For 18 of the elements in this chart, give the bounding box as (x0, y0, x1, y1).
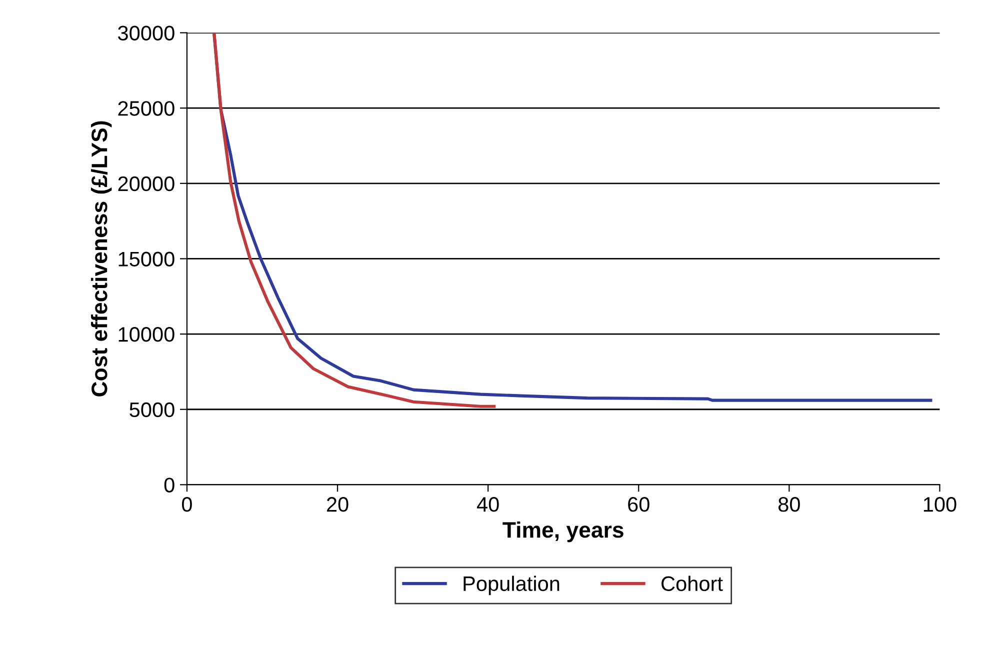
y-tick-label: 25000 (118, 101, 174, 116)
line-series (212, 32, 496, 408)
y-axis-title: Cost effectiveness (£/LYS) (90, 121, 112, 396)
x-tick-label: 40 (476, 497, 499, 512)
legend-label: Cohort (662, 576, 723, 592)
y-tick-label: 10000 (118, 327, 174, 342)
y-tick-label: 20000 (118, 176, 174, 192)
x-axis-title: Time, years (502, 521, 624, 542)
y-tick-label: 30000 (118, 26, 174, 41)
legend-label: Population (464, 576, 560, 596)
x-tick-label: 20 (326, 497, 348, 512)
y-tick-label: 15000 (118, 252, 174, 266)
y-tick-label: 0 (164, 478, 174, 492)
x-tick-label: 80 (778, 497, 800, 512)
x-tick-label: 100 (924, 497, 956, 512)
x-tick-label: 60 (628, 497, 650, 512)
x-tick-label: 0 (182, 497, 192, 512)
y-tick-label: 5000 (130, 402, 174, 418)
